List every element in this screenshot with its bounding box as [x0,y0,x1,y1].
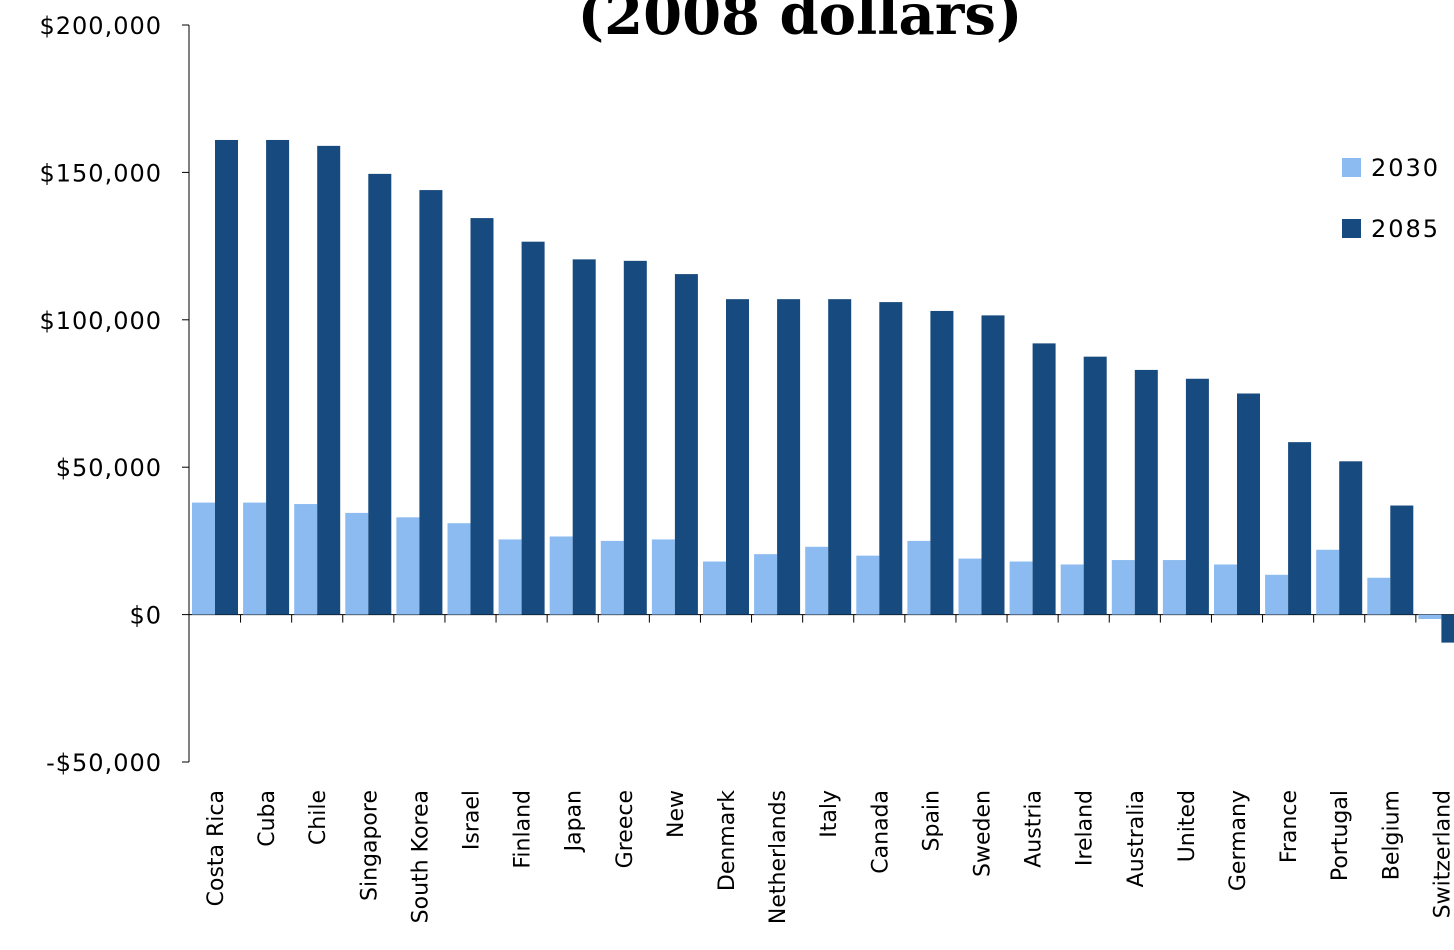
axes: $200,000 $150,000 $100,000 $50,000 $0 -$50,00… [39,12,1454,777]
category-label: Switzerland [1430,790,1454,918]
bar-2030-finland [498,539,522,615]
category-label: Netherlands [766,790,791,924]
bar-2030-ireland [1060,564,1084,615]
y-tick-label: $100,000 [39,307,162,335]
bar-2030-austria [1009,561,1033,615]
category-label: Italy [817,790,842,838]
category-label: Chile [306,790,331,845]
category-label: Cuba [255,790,280,847]
bar-2085-greece [623,260,647,615]
y-tick-label: $150,000 [39,159,162,187]
category-label: Australia [1124,790,1149,887]
bar-2085-finland [521,241,545,615]
bar-2085-costa-rica [215,139,238,615]
bar-2030-costa-rica [192,502,215,615]
legend-swatch-2030 [1342,158,1361,177]
legend-label-2085: 2085 [1371,215,1440,243]
bar-2085-south-korea [419,190,443,615]
bar-2030-japan [549,536,573,615]
bar-2085-portugal [1339,461,1363,615]
chart-title: (2008 dollars) [578,0,1023,48]
bar-2030-cuba [243,502,267,615]
y-tick-label: $200,000 [39,12,162,40]
category-label: Austria [1022,790,1047,868]
category-label: Singapore [357,790,382,901]
legend-label-2030: 2030 [1371,154,1440,182]
bar-2085-denmark [726,299,749,615]
category-label: Israel [460,790,485,850]
bar-2085-canada [879,302,903,615]
bar-2030-switzerland [1418,614,1442,620]
y-tick-label: $50,000 [56,454,162,482]
bar-2085-austria [1032,343,1056,615]
bar-2030-germany [1214,564,1237,615]
bar-2085-japan [572,259,596,615]
bar-2085-australia [1134,369,1158,615]
bar-2085-ireland [1083,356,1107,615]
bar-2085-germany [1237,393,1260,615]
category-label: France [1277,790,1302,863]
bar-2030-denmark [703,561,726,615]
bar-2030-spain [907,540,931,615]
bar-2030-france [1265,574,1289,615]
bar-2085-belgium [1390,505,1414,615]
bar-2030-south-korea [396,517,420,615]
bar-2030-new [651,539,675,615]
bar-2085-united [1185,378,1209,615]
bar-2030-israel [447,523,471,615]
bar-2030-chile [294,504,318,615]
bar-2085-sweden [981,315,1005,615]
category-label: Denmark [715,790,740,891]
category-label: Germany [1226,790,1251,891]
y-tick-label: $0 [129,602,162,630]
category-label: Finland [511,790,536,869]
bar-2085-cuba [266,139,290,615]
bar-2030-sweden [958,558,982,615]
category-label: Portugal [1328,790,1353,881]
bar-2030-belgium [1367,577,1391,615]
bar-2030-canada [856,555,880,615]
category-label: South Korea [408,790,433,923]
bars [192,139,1454,643]
legend: 2030 2085 [1342,154,1440,243]
bar-2085-singapore [368,173,392,615]
bar-2085-netherlands [777,299,801,615]
category-label: Canada [868,790,893,874]
bar-2085-new [674,274,698,615]
bar-2085-spain [930,310,954,615]
bar-2030-portugal [1316,549,1340,615]
bar-2030-netherlands [754,554,778,615]
category-label: United [1175,790,1200,862]
bar-2030-greece [600,540,624,615]
category-labels: Costa Rica Cuba Chile Singapore South Korea I… [204,790,1454,924]
bar-2085-france [1288,442,1312,615]
bar-2030-united [1162,560,1186,615]
category-label: Belgium [1379,790,1404,880]
y-tick-label: -$50,000 [46,749,162,777]
category-label: Ireland [1073,790,1098,866]
category-label: Japan [562,790,587,853]
bar-2085-chile [317,145,341,615]
category-label: Greece [613,790,638,868]
bar-2085-israel [470,218,494,615]
category-label: New [664,790,689,838]
category-label: Spain [919,790,944,851]
bar-2030-singapore [345,512,369,615]
bar-2030-australia [1111,560,1135,615]
legend-swatch-2085 [1342,219,1361,238]
category-label: Costa Rica [204,790,229,906]
category-label: Sweden [971,790,996,877]
bar-2030-italy [805,546,829,615]
bar-2085-italy [828,299,852,615]
bar-2085-switzerland [1441,614,1454,643]
